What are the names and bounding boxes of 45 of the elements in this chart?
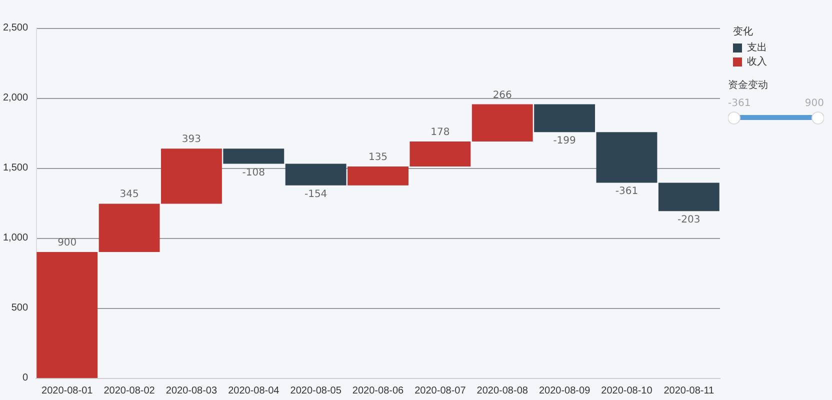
y-tick-label: 2,000 bbox=[2, 92, 28, 104]
bar bbox=[223, 148, 284, 164]
data-label: -361 bbox=[615, 186, 638, 198]
legend-label: 收入 bbox=[747, 56, 767, 68]
bar bbox=[285, 164, 346, 186]
x-tick-label: 2020-08-10 bbox=[601, 386, 653, 396]
x-tick-label: 2020-08-04 bbox=[228, 386, 280, 396]
x-tick-label: 2020-08-06 bbox=[352, 386, 404, 396]
x-tick-label: 2020-08-02 bbox=[104, 386, 156, 396]
data-label: 345 bbox=[120, 189, 139, 200]
x-tick-label: 2020-08-05 bbox=[290, 386, 342, 396]
text: 900 bbox=[804, 98, 824, 109]
bar bbox=[472, 104, 533, 142]
data-label: -154 bbox=[304, 188, 328, 200]
text: -361 bbox=[728, 98, 751, 109]
bar bbox=[410, 142, 471, 166]
legend-label: 支出 bbox=[747, 42, 767, 54]
bar bbox=[348, 166, 408, 186]
bar bbox=[596, 132, 658, 183]
y-tick-label: 1,500 bbox=[2, 162, 28, 174]
legend-title: 变化 bbox=[733, 26, 753, 38]
data-label: 393 bbox=[182, 134, 202, 146]
data-label: 900 bbox=[58, 238, 77, 248]
data-label: -203 bbox=[678, 214, 700, 226]
data-label: -108 bbox=[242, 167, 266, 178]
x-tick-label: 2020-08-11 bbox=[664, 386, 715, 396]
bar bbox=[534, 104, 596, 132]
x-tick-label: 2020-08-09 bbox=[538, 386, 591, 396]
data-label: 266 bbox=[492, 90, 512, 101]
bar bbox=[161, 148, 222, 204]
y-tick-label: 0 bbox=[22, 372, 28, 384]
x-tick-label: 2020-08-07 bbox=[414, 386, 466, 396]
data-label: 178 bbox=[430, 127, 450, 138]
data-label: -199 bbox=[553, 136, 576, 147]
x-tick-label: 2020-08-03 bbox=[166, 386, 218, 396]
bar bbox=[98, 204, 160, 252]
x-tick-label: 2020-08-01 bbox=[42, 386, 94, 396]
text: 资金变动 bbox=[728, 78, 769, 92]
bar bbox=[36, 252, 98, 378]
x-tick-label: 2020-08-08 bbox=[476, 386, 528, 396]
bar bbox=[658, 182, 720, 212]
y-tick-label: 1,000 bbox=[2, 232, 28, 244]
y-tick-label: 500 bbox=[11, 302, 28, 314]
data-label: 135 bbox=[368, 152, 388, 163]
y-tick-label: 2,500 bbox=[2, 22, 28, 34]
